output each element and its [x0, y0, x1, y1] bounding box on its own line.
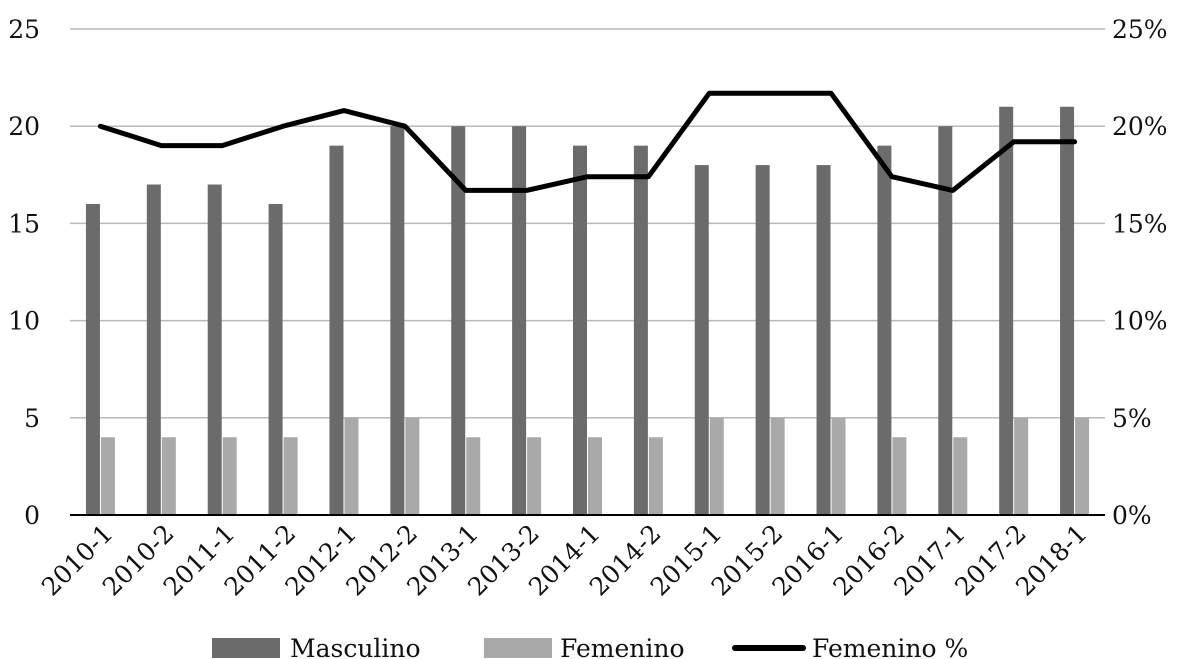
bar-femenino — [588, 437, 602, 515]
legend-swatch-femenino — [484, 638, 552, 658]
bar-masculino — [1060, 106, 1075, 515]
bar-masculino — [146, 184, 161, 515]
bar-femenino — [283, 437, 298, 515]
bar-masculino — [390, 126, 405, 515]
bar-masculino — [816, 165, 831, 515]
legend-swatch-masculino — [212, 638, 280, 658]
bar-femenino — [953, 437, 968, 515]
y-right-tick-label: 20% — [1112, 112, 1168, 141]
legend-label-femenino-pct: Femenino % — [812, 634, 968, 659]
bar-femenino — [1075, 417, 1090, 515]
bar-masculino — [268, 203, 283, 515]
y-right-tick-label: 25% — [1112, 15, 1168, 44]
y-right-tick-label: 10% — [1112, 307, 1168, 336]
bar-femenino — [831, 417, 846, 515]
bar-femenino — [892, 437, 907, 515]
bar-femenino — [405, 417, 420, 515]
legend-label-masculino: Masculino — [290, 634, 421, 659]
y-right-tick-label: 0% — [1112, 501, 1152, 530]
gridlines — [70, 28, 1105, 419]
bar-masculino — [512, 126, 527, 515]
bar-femenino — [648, 437, 663, 515]
line-series — [97, 90, 1078, 193]
bar-masculino — [329, 145, 344, 515]
y-right-tick-label: 5% — [1112, 404, 1152, 433]
bar-masculino — [85, 203, 100, 515]
bar-masculino — [877, 145, 892, 515]
y-left-tick-label: 5 — [24, 404, 40, 433]
axes: 05101520250%5%10%15%20%25%2010-12010-220… — [8, 15, 1167, 601]
bar-femenino — [709, 417, 724, 515]
bar-masculino — [573, 145, 587, 515]
bar-femenino — [1014, 417, 1029, 515]
y-left-tick-label: 0 — [24, 501, 40, 530]
y-left-tick-label: 25 — [8, 15, 40, 44]
bar-masculino — [694, 165, 709, 515]
y-left-tick-label: 15 — [8, 209, 40, 238]
legend-label-femenino: Femenino — [560, 634, 685, 659]
y-left-tick-label: 10 — [8, 307, 40, 336]
line-femenino-pct — [97, 90, 1078, 193]
legend: Masculino Femenino Femenino % — [212, 634, 968, 659]
bar-femenino — [161, 437, 176, 515]
bar-femenino — [466, 437, 481, 515]
bar-masculino — [451, 126, 466, 515]
bar-femenino — [100, 437, 115, 515]
bar-masculino — [938, 126, 953, 515]
bar-series — [85, 106, 1090, 515]
bar-femenino — [527, 437, 542, 515]
bar-femenino — [222, 437, 237, 515]
bar-masculino — [999, 106, 1014, 515]
y-right-tick-label: 15% — [1112, 209, 1168, 238]
bar-masculino — [207, 184, 222, 515]
bar-femenino — [770, 417, 785, 515]
bar-masculino — [755, 165, 770, 515]
bar-femenino — [344, 417, 359, 515]
bar-masculino — [633, 145, 648, 515]
y-left-tick-label: 20 — [8, 112, 40, 141]
